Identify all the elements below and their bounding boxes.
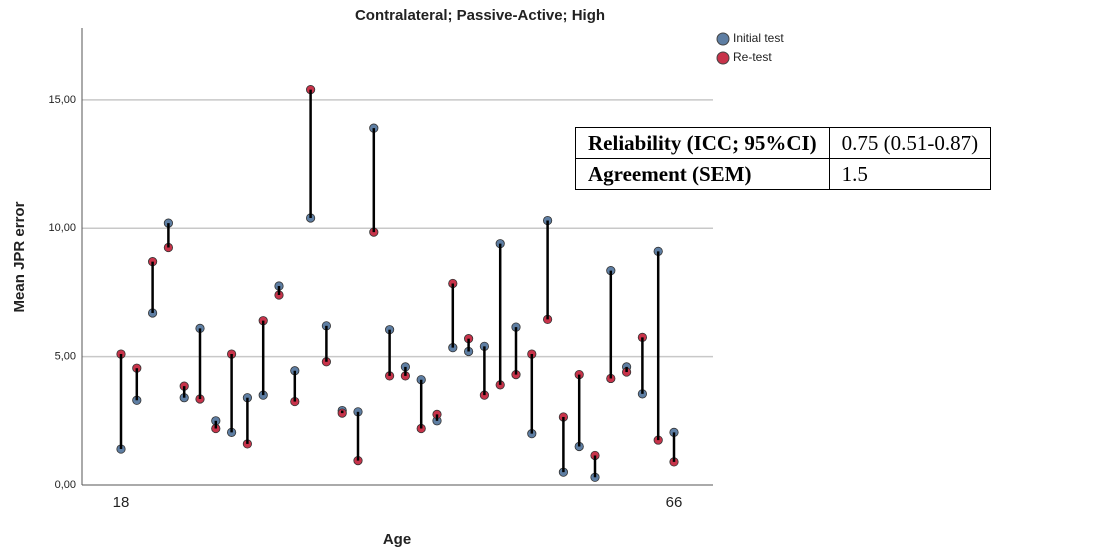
y-axis-label: Mean JPR error — [11, 201, 28, 312]
table-cell: 1.5 — [828, 158, 992, 190]
legend-label: Re-test — [733, 50, 772, 64]
y-tick-label: 0,00 — [55, 479, 76, 491]
y-tick-label: 15,00 — [48, 94, 76, 106]
y-tick-label: 5,00 — [55, 351, 76, 363]
table-row: Agreement (SEM) 1.5 — [575, 158, 992, 190]
table-row: Reliability (ICC; 95%CI) 0.75 (0.51-0.87) — [575, 127, 992, 159]
stats-table: Reliability (ICC; 95%CI) 0.75 (0.51-0.87)… — [575, 127, 992, 190]
legend-marker — [716, 32, 730, 46]
x-axis-label: Age — [383, 531, 411, 548]
table-cell: Agreement (SEM) — [575, 158, 830, 190]
legend-label: Initial test — [733, 31, 784, 45]
legend-marker — [716, 51, 730, 65]
table-cell: Reliability (ICC; 95%CI) — [575, 127, 830, 159]
x-tick-label: 66 — [666, 494, 683, 511]
table-cell: 0.75 (0.51-0.87) — [828, 127, 992, 159]
y-tick-label: 10,00 — [48, 222, 76, 234]
x-tick-label: 18 — [113, 494, 130, 511]
chart-title: Contralateral; Passive-Active; High — [355, 7, 605, 24]
